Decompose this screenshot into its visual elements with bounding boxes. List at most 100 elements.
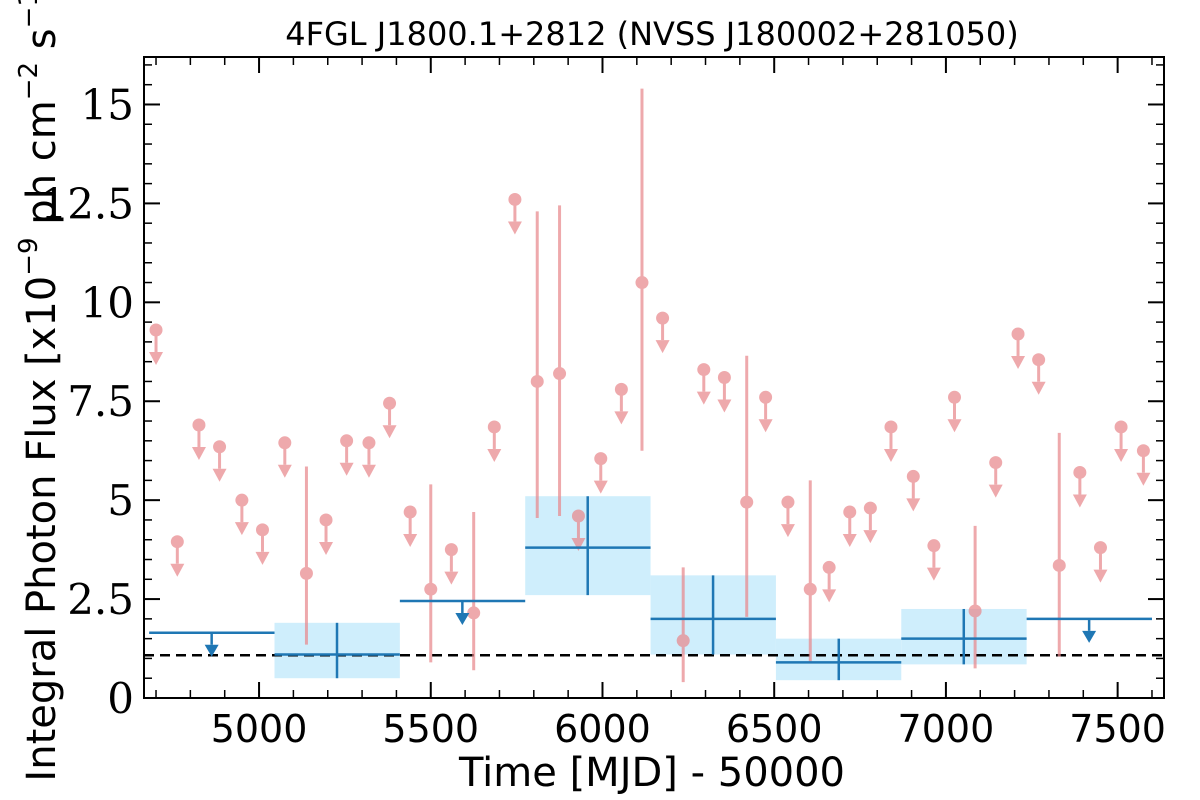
short-bin-limit-arrow	[191, 446, 206, 460]
short-bin-point	[1052, 558, 1066, 572]
short-bin-limit-point	[362, 436, 376, 450]
short-bin-limit-point	[235, 493, 249, 507]
short-bin-limit-point	[989, 456, 1003, 470]
short-bin-limit-arrow	[822, 589, 837, 603]
short-bin-limit-point	[614, 382, 628, 396]
short-bin-limit-arrow	[403, 534, 418, 548]
short-bin-upper-limit-14	[507, 192, 522, 235]
y-tick-label: 10	[81, 278, 134, 327]
short-bin-upper-limit-0	[149, 323, 164, 366]
short-bin-limit-arrow	[170, 563, 185, 577]
short-bin-limit-arrow	[655, 340, 670, 354]
x-tick-label: 7500	[1069, 707, 1166, 751]
short-bin-upper-limit-12	[444, 543, 459, 585]
short-bin-limit-arrow	[926, 567, 941, 581]
short-bin-limit-arrow	[1093, 569, 1108, 583]
short-bin-limit-arrow	[1031, 381, 1046, 395]
y-tick-label: 15	[81, 80, 134, 129]
short-bin-limit-point	[170, 535, 184, 549]
short-bin-limit-arrow	[1136, 472, 1151, 486]
short-bin-limit-arrow	[696, 391, 711, 405]
short-bin-limit-arrow	[1011, 355, 1026, 369]
short-bin-limit-point	[571, 509, 585, 523]
short-bin-limit-arrow	[507, 221, 522, 235]
x-tick-labels: 5000 5500 6000 6500 7000 7500	[211, 707, 1166, 751]
short-bin-upper-limit-34	[1093, 541, 1108, 583]
short-bin-limit-point	[759, 390, 773, 404]
short-bin-limit-point	[444, 543, 458, 557]
short-bin-upper-limit-7	[319, 513, 334, 555]
short-bin-limit-point	[822, 560, 836, 574]
short-bin-upper-limit-13	[487, 420, 502, 462]
short-bin-detection-5	[635, 88, 649, 451]
long-bin-bands	[274, 496, 1027, 681]
y-axis-label-unit-2: s	[19, 28, 65, 62]
chart-title: 4FGL J1800.1+2812 (NVSS J180002+281050)	[285, 15, 1019, 53]
short-bin-limit-point	[697, 363, 711, 377]
short-bin-detection-1	[424, 484, 438, 663]
short-bin-limit-point	[1073, 465, 1087, 479]
short-bin-upper-limit-15	[571, 509, 586, 551]
short-bin-limit-point	[255, 523, 269, 537]
short-bin-upper-limit-18	[655, 311, 670, 354]
short-bin-upper-limit-16	[593, 452, 608, 494]
short-bin-limit-arrow	[319, 541, 334, 555]
short-bin-limit-point	[383, 396, 397, 410]
short-bin-limit-point	[278, 436, 292, 450]
y-axis-label-main: Integral Photon Flux [x10	[19, 276, 65, 782]
short-bin-limit-arrow	[234, 522, 249, 536]
short-bin-detection-4	[553, 205, 567, 516]
short-bin-upper-limit-30	[988, 456, 1003, 498]
short-bin-limit-point	[863, 501, 877, 515]
short-bin-detection-10	[1052, 432, 1066, 657]
long-bin-series	[149, 496, 1152, 681]
short-bin-upper-limit-28	[926, 539, 941, 581]
short-bin-upper-limit-25	[863, 501, 878, 544]
short-bin-limit-arrow	[883, 448, 898, 462]
short-bin-limit-arrow	[255, 551, 270, 565]
short-bin-limit-arrow	[487, 448, 502, 462]
short-bin-upper-limit-11	[403, 505, 418, 548]
long-bin-limit-arrow	[455, 613, 470, 626]
short-bin-detection-7	[740, 355, 754, 617]
short-bin-upper-limit-22	[780, 495, 795, 538]
x-tick-label: 5500	[382, 707, 479, 751]
short-bin-point	[299, 566, 313, 580]
short-bin-point	[467, 606, 481, 620]
x-tick-label: 7000	[898, 707, 995, 751]
short-bin-point	[424, 582, 438, 596]
short-bin-detection-6	[676, 567, 690, 683]
short-bin-limit-point	[843, 505, 857, 519]
short-bin-limit-point	[927, 539, 941, 553]
short-bin-point	[676, 634, 690, 648]
y-tick-label: 5	[107, 476, 134, 525]
short-bin-limit-point	[340, 434, 354, 448]
short-bin-upper-limit-4	[234, 493, 249, 536]
short-bin-limit-arrow	[277, 464, 292, 478]
axis-ticks	[144, 57, 1164, 699]
short-bin-limit-arrow	[593, 480, 608, 494]
short-bin-upper-limit-29	[947, 390, 962, 433]
y-tick-label: 0	[107, 674, 134, 723]
x-axis-label: Time [MJD] - 50000	[458, 750, 845, 796]
short-bin-upper-limit-1	[170, 535, 185, 577]
short-bin-detection-8	[803, 480, 817, 663]
short-bin-upper-limit-20	[717, 371, 732, 413]
short-bin-limit-point	[192, 418, 206, 432]
short-bin-upper-limit-26	[883, 420, 898, 462]
short-bin-limit-arrow	[212, 468, 227, 482]
plot-area	[144, 88, 1164, 683]
short-bin-detection-9	[968, 525, 982, 669]
y-tick-label: 2.5	[67, 575, 134, 624]
short-bin-limit-arrow	[339, 462, 354, 476]
short-bin-limit-point	[1136, 444, 1150, 458]
short-bin-limit-arrow	[947, 419, 962, 433]
short-bin-upper-limit-19	[696, 363, 711, 405]
short-bin-limit-point	[1093, 541, 1107, 555]
short-bin-limit-point	[213, 440, 227, 454]
short-bin-upper-limit-2	[191, 418, 206, 460]
short-bin-upper-limit-9	[361, 436, 376, 478]
long-bin-limit-arrow	[1082, 630, 1097, 643]
short-bin-upper-limit-17	[614, 382, 629, 425]
short-bin-limit-arrow	[842, 534, 857, 548]
